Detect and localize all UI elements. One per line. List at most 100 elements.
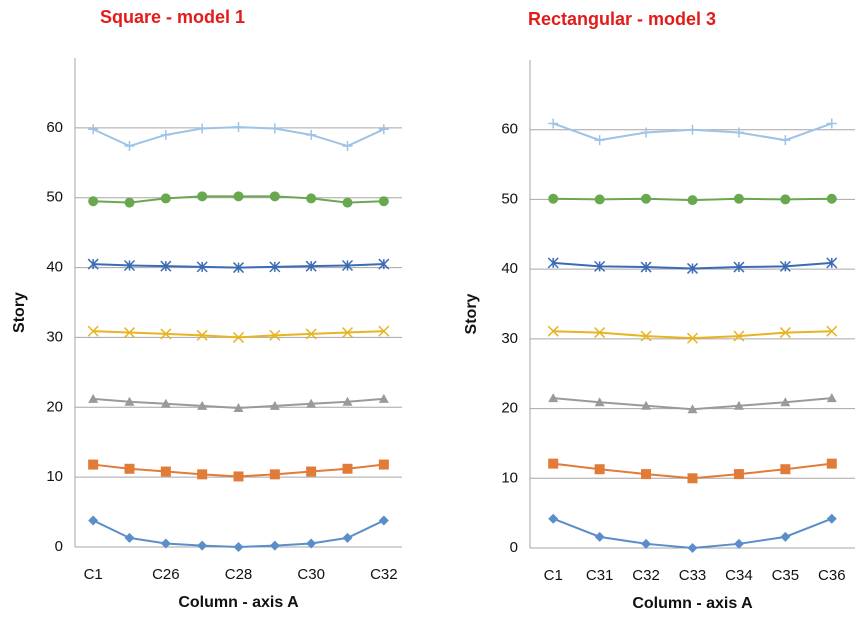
x-axis-title: Column - axis A bbox=[632, 595, 753, 612]
y-tick-label: 0 bbox=[55, 538, 63, 555]
marker bbox=[640, 261, 652, 273]
y-tick-label: 0 bbox=[510, 539, 518, 556]
marker bbox=[548, 458, 559, 469]
marker bbox=[233, 471, 244, 482]
marker bbox=[640, 330, 652, 342]
x-tick-label: C32 bbox=[370, 566, 398, 583]
marker bbox=[160, 260, 172, 272]
marker bbox=[826, 325, 838, 337]
marker bbox=[733, 127, 744, 138]
marker bbox=[641, 469, 652, 480]
marker bbox=[779, 327, 791, 339]
x-tick-label: C1 bbox=[544, 567, 563, 584]
marker bbox=[306, 129, 317, 140]
y-axis-title: Story bbox=[11, 292, 28, 333]
x-tick-label: C34 bbox=[725, 567, 753, 584]
marker bbox=[733, 261, 745, 273]
marker bbox=[124, 463, 135, 474]
marker bbox=[269, 329, 281, 341]
marker bbox=[124, 532, 135, 543]
marker bbox=[378, 459, 389, 470]
y-axis-title: Story bbox=[463, 293, 480, 334]
x-tick-label: C32 bbox=[632, 567, 660, 584]
marker bbox=[594, 397, 605, 407]
marker bbox=[780, 397, 791, 407]
marker bbox=[124, 141, 135, 152]
y-tick-label: 50 bbox=[46, 189, 63, 206]
marker bbox=[342, 463, 353, 474]
x-axis-title: Column - axis A bbox=[178, 594, 299, 611]
y-tick-label: 50 bbox=[501, 190, 518, 207]
y-tick-label: 30 bbox=[501, 330, 518, 347]
marker bbox=[594, 464, 605, 475]
chart-title: Square - model 1 bbox=[100, 7, 245, 27]
marker bbox=[594, 194, 605, 205]
marker bbox=[233, 402, 244, 412]
marker bbox=[548, 118, 559, 129]
marker bbox=[123, 327, 136, 339]
marker bbox=[826, 513, 837, 524]
y-tick-label: 20 bbox=[46, 398, 63, 415]
marker bbox=[594, 327, 606, 339]
chart-title: Rectangular - model 3 bbox=[528, 9, 716, 29]
marker bbox=[687, 404, 698, 414]
marker bbox=[87, 325, 99, 337]
marker bbox=[687, 543, 698, 553]
marker bbox=[686, 332, 699, 344]
marker bbox=[547, 325, 559, 337]
marker bbox=[269, 469, 280, 480]
marker bbox=[594, 531, 605, 542]
y-tick-label: 40 bbox=[46, 259, 63, 276]
marker bbox=[733, 400, 744, 410]
x-tick-label: C36 bbox=[818, 567, 846, 584]
marker bbox=[196, 261, 208, 273]
x-tick-label: C35 bbox=[772, 567, 800, 584]
marker bbox=[306, 538, 317, 549]
marker bbox=[269, 191, 280, 202]
marker bbox=[641, 400, 652, 410]
marker bbox=[87, 258, 99, 270]
marker bbox=[594, 260, 606, 272]
marker bbox=[594, 135, 605, 146]
marker bbox=[88, 515, 99, 526]
x-tick-label: C26 bbox=[152, 566, 180, 583]
marker bbox=[733, 193, 744, 204]
marker bbox=[641, 127, 652, 138]
y-tick-label: 60 bbox=[501, 121, 518, 138]
marker bbox=[269, 540, 280, 551]
y-tick-label: 20 bbox=[501, 400, 518, 417]
marker bbox=[233, 191, 244, 202]
marker bbox=[88, 393, 99, 403]
x-tick-label: C28 bbox=[225, 566, 253, 583]
marker bbox=[378, 515, 389, 526]
y-tick-label: 60 bbox=[46, 119, 63, 136]
marker bbox=[733, 469, 744, 480]
marker bbox=[548, 193, 559, 204]
marker bbox=[88, 459, 99, 470]
marker bbox=[378, 325, 390, 337]
marker bbox=[779, 260, 791, 272]
marker bbox=[305, 328, 317, 340]
marker bbox=[733, 330, 745, 342]
marker bbox=[197, 540, 208, 551]
marker bbox=[826, 193, 837, 204]
marker bbox=[342, 396, 353, 406]
marker bbox=[88, 196, 99, 207]
marker bbox=[160, 193, 171, 204]
marker bbox=[378, 258, 390, 270]
marker bbox=[341, 327, 354, 339]
marker bbox=[548, 513, 559, 524]
y-tick-label: 10 bbox=[46, 468, 63, 485]
marker bbox=[306, 398, 317, 408]
x-tick-label: C33 bbox=[679, 567, 707, 584]
marker bbox=[232, 331, 245, 343]
x-tick-label: C1 bbox=[84, 566, 103, 583]
marker bbox=[780, 531, 791, 542]
x-tick-label: C30 bbox=[297, 566, 325, 583]
marker bbox=[197, 400, 208, 410]
y-tick-label: 30 bbox=[46, 328, 63, 345]
marker bbox=[124, 396, 135, 406]
marker bbox=[641, 538, 652, 549]
marker bbox=[233, 542, 244, 552]
